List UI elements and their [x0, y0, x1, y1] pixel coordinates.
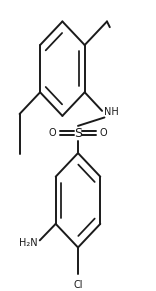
Text: O: O	[100, 128, 107, 138]
Text: O: O	[49, 128, 56, 138]
Text: NH: NH	[104, 107, 119, 117]
Text: Cl: Cl	[73, 280, 83, 290]
Text: S: S	[74, 127, 82, 139]
Text: H₂N: H₂N	[19, 238, 37, 248]
